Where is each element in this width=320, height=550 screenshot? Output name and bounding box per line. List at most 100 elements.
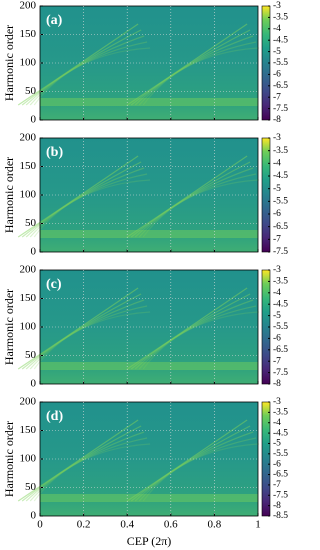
colorbar-tick-label: -8 xyxy=(273,379,281,389)
y-tick-label: 50 xyxy=(25,481,37,493)
colorbar xyxy=(261,137,271,253)
colorbar-tick-label: -8.5 xyxy=(273,511,288,521)
streak xyxy=(138,437,257,502)
streak xyxy=(126,23,248,106)
y-tick-label: 100 xyxy=(20,57,37,69)
x-tick-label: 0.2 xyxy=(77,519,91,531)
colorbar-tick-label: -4 xyxy=(273,288,281,298)
streak xyxy=(33,443,151,502)
low-order-band xyxy=(40,230,258,238)
colorbar-tick-label: -7 xyxy=(273,356,281,366)
x-tick-label: 1 xyxy=(255,519,261,531)
x-tick-label: 0.8 xyxy=(208,519,222,531)
colorbar-tick-label: -4 xyxy=(273,24,281,34)
panel-label: (c) xyxy=(46,277,62,292)
colorbar-tick-label: -6 xyxy=(273,459,281,469)
streak xyxy=(134,299,254,370)
streak xyxy=(17,23,139,106)
y-tick-label: 100 xyxy=(20,321,37,333)
x-tick-label: 0.6 xyxy=(164,519,178,531)
x-tick-label: 0.4 xyxy=(120,519,134,531)
streak xyxy=(17,155,139,238)
colorbar-tick-label: -7.5 xyxy=(273,368,288,378)
y-tick-label: 150 xyxy=(20,160,37,172)
streak xyxy=(126,419,248,502)
low-order-band xyxy=(40,362,258,370)
streak xyxy=(134,167,254,238)
streak xyxy=(126,287,248,370)
colorbar-tick-label: -7 xyxy=(273,235,281,245)
streak xyxy=(142,443,260,502)
colorbar-tick-label: -7.5 xyxy=(273,490,288,500)
colorbar-tick-label: -6.5 xyxy=(273,222,288,232)
panel-label: (b) xyxy=(46,145,63,160)
streak xyxy=(33,47,151,106)
streak xyxy=(25,299,145,370)
colorbar-tick-label: -7 xyxy=(273,92,281,102)
streak xyxy=(142,47,260,106)
y-tick-label: 0 xyxy=(31,510,37,522)
colorbar-tick-label: -5 xyxy=(273,311,281,321)
colorbar-tick-label: -3 xyxy=(273,265,281,275)
streak xyxy=(138,41,257,106)
streak xyxy=(126,155,248,238)
colorbar-tick-label: -5.5 xyxy=(273,197,288,207)
y-tick-label: 0 xyxy=(31,378,37,390)
streak xyxy=(21,161,142,238)
streak xyxy=(21,425,142,502)
streak xyxy=(142,311,260,370)
colorbar-tick-label: -3 xyxy=(273,1,281,11)
streak xyxy=(17,419,139,502)
colorbar-tick-label: -5.5 xyxy=(273,58,288,68)
y-tick-label: 150 xyxy=(20,292,37,304)
colorbar-tick-label: -4.5 xyxy=(273,299,288,309)
panel-label: (d) xyxy=(46,409,63,424)
streak xyxy=(25,35,145,106)
colorbar-tick-label: -6 xyxy=(273,334,281,344)
streak xyxy=(130,29,251,106)
y-tick-label: 200 xyxy=(20,264,37,276)
colorbar-tick-label: -7.5 xyxy=(273,247,288,257)
colorbar-tick-label: -5.5 xyxy=(273,322,288,332)
streak xyxy=(25,431,145,502)
colorbar-tick-label: -3 xyxy=(273,133,281,143)
streak xyxy=(138,173,257,238)
y-tick-label: 50 xyxy=(25,217,37,229)
colorbar-tick-label: -4.5 xyxy=(273,428,288,438)
colorbar-tick-label: -6 xyxy=(273,209,281,219)
colorbar-tick-label: -6.5 xyxy=(273,345,288,355)
y-tick-label: 100 xyxy=(20,453,37,465)
colorbar-tick-label: -6 xyxy=(273,70,281,80)
streak xyxy=(134,35,254,106)
colorbar-tick-label: -3.5 xyxy=(273,146,288,156)
colorbar-tick-label: -8 xyxy=(273,115,281,125)
colorbar-tick-label: -8 xyxy=(273,501,281,511)
colorbar-tick-label: -4.5 xyxy=(273,35,288,45)
colorbar-tick-label: -6.5 xyxy=(273,470,288,480)
colorbar-tick-label: -4 xyxy=(273,159,281,169)
y-tick-label: 0 xyxy=(31,246,37,258)
low-order-band xyxy=(40,98,258,106)
streak xyxy=(130,425,251,502)
y-tick-label: 200 xyxy=(20,396,37,408)
streak xyxy=(21,29,142,106)
streak xyxy=(33,311,151,370)
y-axis-label: Harmonic order xyxy=(2,421,16,497)
x-axis-label: CEP (2π) xyxy=(127,534,172,548)
panel-label: (a) xyxy=(46,13,63,28)
streak xyxy=(134,431,254,502)
colorbar-tick-label: -5 xyxy=(273,439,281,449)
y-tick-label: 0 xyxy=(31,114,37,126)
colorbar-tick-label: -4 xyxy=(273,418,281,428)
y-tick-label: 150 xyxy=(20,28,37,40)
streak xyxy=(17,287,139,370)
streak xyxy=(142,179,260,238)
streak xyxy=(138,305,257,370)
colorbar-tick-label: -3.5 xyxy=(273,13,288,23)
streak xyxy=(130,161,251,238)
colorbar-tick-label: -3.5 xyxy=(273,408,288,418)
colorbar-tick-label: -5.5 xyxy=(273,449,288,459)
x-tick-label: 0 xyxy=(37,519,43,531)
y-tick-label: 50 xyxy=(25,349,37,361)
